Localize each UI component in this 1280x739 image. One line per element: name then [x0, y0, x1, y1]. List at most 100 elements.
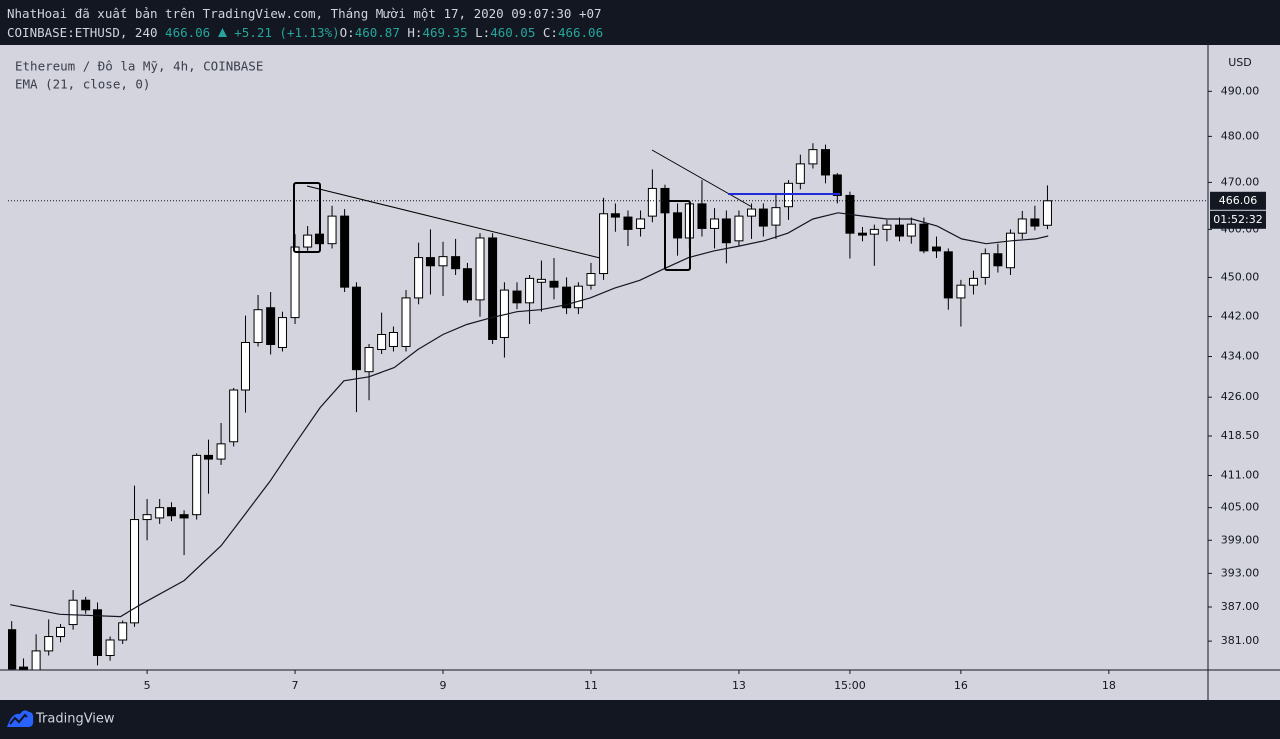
open-value: 460.87 [354, 25, 400, 40]
x-tick-label: 15:00 [834, 679, 866, 692]
candle-body [105, 639, 115, 657]
y-tick-label: 381.00 [1221, 634, 1260, 647]
candle-body [340, 215, 350, 288]
candle-body [401, 297, 411, 347]
candle-body [1042, 200, 1052, 226]
y-tick-label: 490.00 [1221, 84, 1260, 97]
legend-title: Ethereum / Đô la Mỹ, 4h, COINBASE [15, 59, 263, 74]
candle-body [68, 599, 78, 626]
candle-body [673, 212, 683, 239]
candle-body [179, 514, 189, 519]
last-price: 466.06 [165, 25, 211, 40]
x-tick-label: 18 [1102, 679, 1116, 692]
y-tick-label: 393.00 [1221, 566, 1260, 579]
last-price-label: 466.06 [1219, 194, 1258, 207]
candle-body [277, 317, 287, 348]
candle-body [93, 609, 103, 657]
candle-body [475, 237, 485, 301]
candle-body [290, 246, 300, 319]
x-tick-label: 7 [292, 679, 299, 692]
last-price-box [1210, 191, 1266, 210]
candle-body [240, 341, 250, 391]
countdown-label: 01:52:32 [1213, 213, 1262, 226]
candle-body [327, 215, 337, 245]
price-axis: 490.00480.00470.00460.00450.00442.00434.… [1208, 84, 1259, 647]
candle-body [253, 309, 263, 343]
candle-body [167, 507, 177, 517]
candle-body [882, 224, 892, 230]
candle-body [747, 208, 757, 217]
candle-body [81, 599, 91, 611]
open-label: O: [339, 25, 355, 40]
candle-body [599, 213, 609, 275]
quote-line: COINBASE:ETHUSD, 240 466.06 +5.21 (+1.13… [7, 25, 603, 40]
high-label: H: [407, 25, 423, 40]
candle-body [229, 389, 239, 443]
time-axis: 5 7 9 11 13 15:00 16 18 [144, 670, 1116, 692]
candle-body [758, 208, 768, 227]
candle-body [216, 443, 226, 460]
publisher: NhatHoai đã xuất bản trên TradingView.co… [7, 6, 602, 21]
y-tick-label: 434.00 [1221, 350, 1260, 363]
x-tick-label: 5 [144, 679, 151, 692]
y-tick-label: 480.00 [1221, 129, 1260, 142]
y-tick-label: 418.50 [1221, 429, 1260, 442]
candle-body [919, 223, 929, 252]
ema-line [10, 212, 1049, 618]
candle-body [130, 519, 140, 624]
candle-body [956, 284, 966, 299]
drawings [293, 149, 840, 271]
close-label: C: [542, 25, 558, 40]
y-tick-label: 405.00 [1221, 501, 1260, 514]
candle-body [512, 290, 522, 304]
y-tick-label: 387.00 [1221, 600, 1260, 613]
candle-body [931, 246, 941, 252]
x-tick-label: 13 [732, 679, 746, 692]
candle-body [623, 216, 633, 230]
candle-body [1005, 232, 1015, 269]
candle-body [451, 256, 461, 270]
candle-body [142, 514, 152, 521]
candle-body [636, 218, 646, 229]
candle-body [586, 273, 596, 286]
candle-body [821, 149, 831, 176]
candle-body [192, 454, 202, 516]
close-value: 466.06 [557, 25, 604, 40]
candle-body [364, 346, 374, 373]
candle-body [721, 218, 731, 244]
low-value: 460.05 [490, 25, 536, 40]
candle-body [303, 234, 313, 248]
chart-background [0, 45, 1280, 700]
candle-body [968, 277, 978, 286]
y-tick-label: 411.00 [1221, 469, 1260, 482]
x-tick-label: 16 [954, 679, 968, 692]
drawing-box [293, 182, 321, 253]
candle-body [943, 251, 953, 299]
candle-body [894, 224, 904, 237]
candle-body [56, 626, 66, 638]
candle-body [808, 149, 818, 165]
candle-body [388, 331, 398, 347]
up-arrow [217, 28, 227, 37]
candle-body [771, 207, 781, 226]
tradingview-logo [7, 710, 34, 727]
candle-body [118, 622, 128, 641]
countdown-box [1210, 210, 1266, 229]
candle-body [549, 280, 559, 288]
candle-body [19, 666, 29, 670]
candle-body [993, 253, 1003, 267]
candle-body [610, 213, 620, 218]
candle-body [647, 187, 657, 217]
x-tick-label: 9 [440, 679, 447, 692]
candle-body [710, 218, 720, 229]
candle-body [980, 253, 990, 278]
candle-body [377, 333, 387, 350]
drawing-box [664, 200, 691, 271]
x-tick-label: 11 [584, 679, 598, 692]
price-labels: 466.06 01:52:32 [1210, 191, 1266, 229]
axis-unit: USD [1228, 56, 1252, 69]
candle-body [1017, 218, 1027, 234]
legend-ema: EMA (21, close, 0) [15, 77, 150, 92]
candle-body [832, 174, 842, 196]
